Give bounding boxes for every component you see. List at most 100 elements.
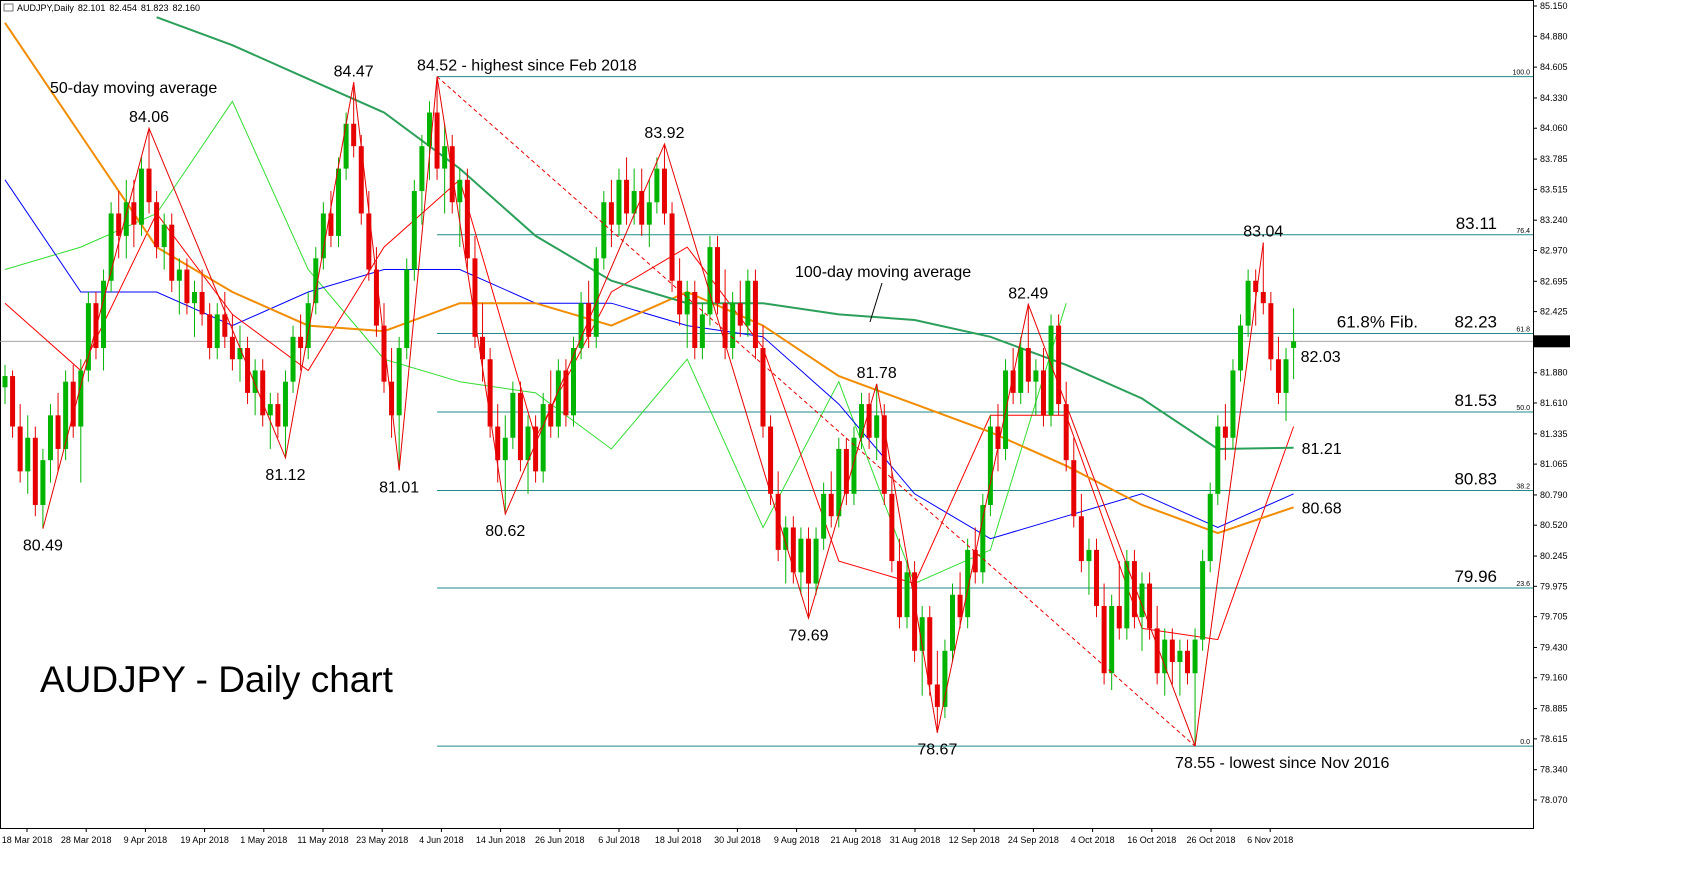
candle-body xyxy=(1192,639,1198,674)
candle-body xyxy=(1162,639,1168,674)
candle-body xyxy=(813,538,819,584)
ohlc-value: 81.823 xyxy=(141,3,169,13)
x-tick-label: 9 Apr 2018 xyxy=(124,835,168,845)
candle-body xyxy=(146,168,152,203)
candle-body xyxy=(1025,348,1031,382)
candle-body xyxy=(836,448,842,517)
fib-value-label: 83.11 xyxy=(1456,214,1497,233)
candle-body xyxy=(472,258,478,337)
y-tick-label: 85.150 xyxy=(1540,1,1568,11)
candle-body xyxy=(510,392,516,438)
candle-body xyxy=(533,426,539,472)
fib-caption: 61.8% Fib. xyxy=(1337,312,1418,331)
candle-body xyxy=(328,213,334,236)
x-tick-label: 12 Sep 2018 xyxy=(949,835,1000,845)
chart-title: AUDJPY - Daily chart xyxy=(40,659,394,700)
candle-body xyxy=(578,303,584,349)
pivot-label: 81.12 xyxy=(265,467,305,484)
candle-body xyxy=(927,617,933,685)
candle-body xyxy=(593,258,599,337)
y-tick-label: 78.340 xyxy=(1540,765,1568,775)
candle-body xyxy=(715,247,721,304)
candle-body xyxy=(555,370,561,427)
candle-body xyxy=(821,493,827,539)
x-tick-label: 9 Aug 2018 xyxy=(774,835,820,845)
x-tick-label: 21 Aug 2018 xyxy=(831,835,882,845)
candle-body xyxy=(32,437,38,506)
candle-body xyxy=(245,348,251,393)
candle-body xyxy=(1056,325,1062,405)
candle-body xyxy=(1215,426,1221,494)
y-tick-label: 79.705 xyxy=(1540,612,1568,622)
candle-body xyxy=(184,269,190,304)
x-tick-label: 19 Apr 2018 xyxy=(180,835,229,845)
candle-body xyxy=(199,291,205,315)
candle-body xyxy=(1245,280,1251,326)
candle-body xyxy=(1238,325,1244,371)
candle-body xyxy=(131,202,137,225)
candle-body xyxy=(631,191,637,214)
pivot-label: 83.92 xyxy=(644,125,684,142)
x-tick-label: 4 Oct 2018 xyxy=(1071,835,1115,845)
candle-body xyxy=(123,202,129,236)
x-tick-label: 4 Jun 2018 xyxy=(419,835,464,845)
candle-body xyxy=(972,549,978,573)
candle-body xyxy=(950,594,955,651)
ohlc: 82.101 82.454 81.823 82.160 xyxy=(78,3,200,13)
y-tick-label: 84.060 xyxy=(1540,123,1568,133)
candle-body xyxy=(1139,583,1145,618)
candle-body xyxy=(1124,561,1130,629)
pivot-label: 83.04 xyxy=(1243,224,1283,241)
candle-body xyxy=(351,123,357,147)
fib-ratio: 76.4 xyxy=(1516,228,1530,235)
y-tick-label: 81.065 xyxy=(1540,459,1568,469)
candle-body xyxy=(267,404,273,416)
candle-body xyxy=(389,381,395,416)
candle-body xyxy=(775,493,781,550)
candle-body xyxy=(396,348,402,416)
candle-body xyxy=(889,493,895,562)
candle-body xyxy=(684,291,690,315)
candle-body xyxy=(457,179,463,203)
candle-body xyxy=(25,437,31,472)
candle-body xyxy=(1230,370,1236,438)
candle-body xyxy=(1078,516,1084,562)
symbol: AUDJPY,Daily xyxy=(17,3,74,13)
candle-body xyxy=(752,280,758,349)
candle-body xyxy=(737,303,743,326)
candle-body xyxy=(866,404,872,438)
candle-body xyxy=(881,415,887,494)
price-note: 82.03 xyxy=(1301,349,1341,366)
candle-body xyxy=(904,572,910,618)
candle-body xyxy=(1010,370,1016,393)
candle-body xyxy=(47,415,53,461)
fib-ratio: 23.6 xyxy=(1516,581,1530,588)
candle-body xyxy=(1048,325,1054,416)
candle-body xyxy=(320,213,326,259)
candle-body xyxy=(790,527,796,573)
candle-body xyxy=(639,191,645,225)
candle-body xyxy=(108,213,114,281)
candle-body xyxy=(502,437,508,461)
candle-body xyxy=(1268,303,1274,360)
candle-body xyxy=(282,381,288,427)
candle-body xyxy=(161,224,167,248)
candle-body xyxy=(207,314,213,349)
candle-body xyxy=(358,146,364,214)
candle-body xyxy=(1200,561,1206,640)
candle-body xyxy=(78,370,84,427)
x-tick-label: 26 Jun 2018 xyxy=(535,835,585,845)
pivot-label: 79.69 xyxy=(788,627,828,644)
x-tick-label: 1 May 2018 xyxy=(240,835,287,845)
y-tick-label: 84.605 xyxy=(1540,62,1568,72)
current-price-box xyxy=(1534,335,1570,348)
candle-body xyxy=(980,505,986,573)
candle-body xyxy=(70,381,76,427)
candle-body xyxy=(1275,359,1281,393)
series-line xyxy=(4,178,1295,641)
candle-body xyxy=(487,359,493,427)
candle-body xyxy=(480,336,486,360)
current-price-label: 82.160 xyxy=(1538,336,1566,346)
candle-body xyxy=(55,415,61,449)
